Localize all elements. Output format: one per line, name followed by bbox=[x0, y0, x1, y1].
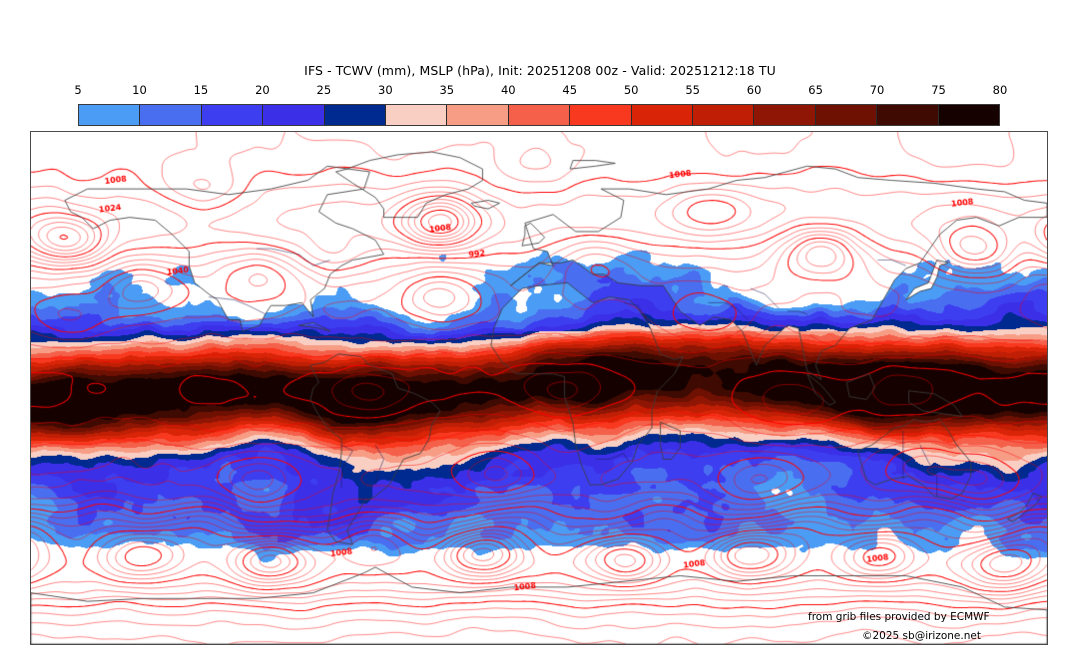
colorbar-tick-55: 55 bbox=[685, 83, 700, 97]
colorbar-gradient bbox=[78, 104, 1000, 126]
colorbar-tick-60: 60 bbox=[746, 83, 762, 97]
tcwv-mslp-map-canvas[interactable] bbox=[31, 132, 1047, 644]
colorbar-segment-60-65 bbox=[754, 105, 816, 125]
data-source-credit: from grib files provided by ECMWF bbox=[808, 611, 990, 623]
colorbar-segment-65-70 bbox=[815, 105, 878, 125]
colorbar-tick-20: 20 bbox=[255, 83, 270, 97]
colorbar-tick-5: 5 bbox=[74, 83, 82, 97]
colorbar-segment-15-20 bbox=[201, 105, 264, 125]
colorbar-tick-labels: 5 10 15 20 25 30 35 40 45 50 55 60 65 70 75 80 bbox=[74, 83, 1007, 101]
colorbar-tick-50: 50 bbox=[623, 83, 639, 97]
map-panel[interactable] bbox=[30, 131, 1048, 645]
colorbar-tick-30: 30 bbox=[378, 83, 393, 97]
colorbar-tick-75: 75 bbox=[931, 83, 946, 97]
colorbar-segment-75-80 bbox=[938, 105, 1000, 125]
colorbar-tick-10: 10 bbox=[132, 83, 147, 97]
colorbar-tick-25: 25 bbox=[316, 83, 332, 97]
colorbar-segment-70-75 bbox=[877, 105, 939, 125]
colorbar-segment-10-15 bbox=[140, 105, 202, 125]
colorbar-tick-40: 40 bbox=[500, 83, 516, 97]
colorbar-tick-15: 15 bbox=[193, 83, 209, 97]
page-title: IFS - TCWV (mm), MSLP (hPa), Init: 20251… bbox=[304, 63, 776, 78]
colorbar-segment-35-40 bbox=[447, 105, 509, 125]
copyright-credit: ©2025 sb@irizone.net bbox=[862, 630, 981, 642]
colorbar-segment-40-45 bbox=[508, 105, 571, 125]
colorbar-segment-20-25 bbox=[263, 105, 325, 125]
colorbar-segment-25-30 bbox=[324, 105, 387, 125]
colorbar-tick-65: 65 bbox=[808, 83, 823, 97]
colorbar-segment-50-55 bbox=[631, 105, 694, 125]
colorbar-segment-30-35 bbox=[386, 105, 448, 125]
colorbar: 5 10 15 20 25 30 35 40 45 50 55 60 65 70 75 80 bbox=[74, 83, 1007, 126]
colorbar-segment-55-60 bbox=[693, 105, 755, 125]
colorbar-tick-80: 80 bbox=[992, 83, 1008, 97]
colorbar-tick-45: 45 bbox=[562, 83, 578, 97]
colorbar-tick-70: 70 bbox=[869, 83, 885, 97]
colorbar-tick-35: 35 bbox=[439, 83, 455, 97]
colorbar-segment-45-50 bbox=[570, 105, 632, 125]
colorbar-segment-5-10 bbox=[79, 105, 141, 125]
